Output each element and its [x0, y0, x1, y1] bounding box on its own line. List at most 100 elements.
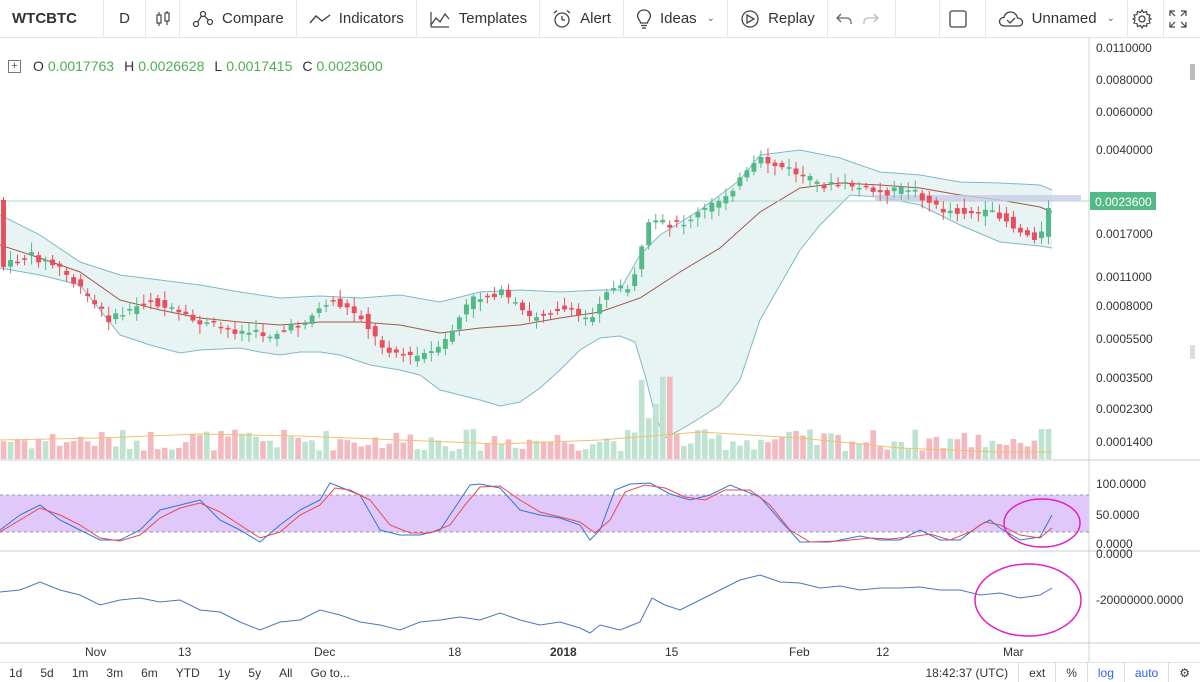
- symbol-search[interactable]: WTCBTC: [0, 0, 104, 38]
- log-toggle[interactable]: log: [1086, 662, 1124, 682]
- chart-style-button[interactable]: [146, 0, 180, 38]
- templates-button[interactable]: Templates: [417, 0, 541, 38]
- volume-bar: [330, 450, 336, 459]
- volume-bar: [526, 439, 533, 459]
- candle-body: [807, 176, 813, 181]
- candle-body: [295, 325, 301, 328]
- auto-toggle[interactable]: auto: [1123, 662, 1168, 682]
- volume-bar: [975, 434, 982, 459]
- volume-bar: [56, 445, 63, 459]
- candle-body: [239, 330, 245, 334]
- volume-bar: [7, 441, 14, 459]
- candle-body: [996, 212, 1002, 219]
- volume-bar: [758, 439, 764, 459]
- volume-bar: [1045, 429, 1052, 459]
- fullscreen-button[interactable]: [1164, 0, 1200, 38]
- candle-body: [954, 208, 960, 214]
- candle-body: [365, 313, 371, 330]
- range-all-button[interactable]: All: [279, 665, 293, 680]
- volume-bar: [877, 446, 883, 459]
- volume-bar: [49, 433, 56, 459]
- volume-bar: [554, 434, 561, 459]
- candle-body: [933, 200, 939, 205]
- indicators-button[interactable]: Indicators: [297, 0, 417, 38]
- candle-body: [113, 313, 119, 320]
- volume-bar: [947, 438, 954, 459]
- candle-body: [695, 211, 701, 218]
- range-1d-button[interactable]: 1d: [9, 665, 23, 680]
- candle-body: [625, 289, 631, 293]
- candle-body: [386, 347, 392, 353]
- volume-bar: [912, 429, 919, 459]
- clock-display[interactable]: 18:42:37 (UTC): [925, 665, 1009, 680]
- ext-toggle[interactable]: ext: [1018, 662, 1055, 682]
- candle-body: [1032, 232, 1037, 241]
- candle-body: [856, 187, 862, 190]
- range-5y-button[interactable]: 5y: [248, 665, 262, 680]
- range-ytd-button[interactable]: YTD: [175, 665, 200, 680]
- interval-button[interactable]: D: [104, 0, 146, 38]
- candle-body: [737, 177, 743, 187]
- lightbulb-icon: [636, 8, 652, 29]
- bollinger-lower: [0, 194, 1053, 439]
- legend-toggle-icon[interactable]: +: [8, 59, 21, 73]
- candle-body: [702, 208, 708, 210]
- candle-body: [765, 156, 771, 164]
- candlestick-series: [1, 148, 1051, 367]
- ideas-button[interactable]: Ideas ⌄: [624, 0, 729, 38]
- candle-body: [22, 258, 28, 260]
- candle-body: [414, 355, 420, 362]
- price-axis[interactable]: 0.0110000 0.0080000 0.0060000 0.0040000 …: [1096, 41, 1153, 449]
- candle-body: [793, 168, 799, 175]
- candle-body: [379, 340, 385, 348]
- candle-body: [898, 186, 904, 194]
- candle-body: [8, 260, 13, 267]
- candle-body: [786, 167, 792, 169]
- current-price-value: 0.0023600: [1095, 195, 1152, 209]
- candle-body: [632, 274, 638, 287]
- replay-button[interactable]: Replay: [728, 0, 828, 38]
- redo-icon[interactable]: [863, 12, 879, 26]
- undo-icon[interactable]: [835, 12, 852, 26]
- range-1y-button[interactable]: 1y: [217, 665, 231, 680]
- volume-bar: [112, 446, 119, 459]
- percent-toggle[interactable]: %: [1055, 662, 1087, 682]
- range-5d-button[interactable]: 5d: [40, 665, 54, 680]
- candle-body: [779, 162, 785, 168]
- volume-bar: [631, 432, 638, 459]
- volume-bar: [267, 440, 273, 459]
- candle-body: [246, 332, 252, 335]
- goto-button[interactable]: Go to...: [310, 665, 350, 680]
- volume-bar: [603, 438, 610, 459]
- volume-bar: [477, 450, 484, 459]
- settings-gear-icon[interactable]: ⚙: [1168, 662, 1200, 682]
- candle-body: [393, 349, 399, 353]
- volume-bar: [421, 449, 428, 459]
- settings-button[interactable]: [1128, 0, 1164, 38]
- open-value: 0.0017763: [47, 58, 115, 74]
- alert-button[interactable]: Alert: [540, 0, 624, 38]
- candle-body: [484, 295, 490, 298]
- volume-bar: [772, 439, 778, 459]
- annotation-circle: [1003, 498, 1081, 548]
- gear-icon: [1131, 8, 1152, 29]
- replay-label: Replay: [768, 10, 815, 27]
- toggle-square-button[interactable]: [940, 0, 986, 38]
- candle-body: [421, 352, 427, 360]
- volume-bar: [260, 441, 266, 459]
- chart-canvas[interactable]: 0.0110000 0.0080000 0.0060000 0.0040000 …: [0, 38, 1200, 662]
- compare-button[interactable]: Compare: [180, 0, 297, 38]
- volume-bar: [821, 433, 827, 459]
- range-6m-button[interactable]: 6m: [141, 665, 158, 680]
- scroll-handle[interactable]: [1190, 64, 1195, 80]
- candle-body: [513, 302, 518, 304]
- volume-bar: [77, 436, 84, 459]
- range-3m-button[interactable]: 3m: [106, 665, 124, 680]
- scroll-handle[interactable]: [1190, 345, 1195, 359]
- candle-body: [260, 332, 266, 337]
- layout-save-button[interactable]: Unnamed ⌄: [986, 0, 1128, 38]
- candle-body: [562, 305, 568, 310]
- range-1m-button[interactable]: 1m: [71, 665, 89, 680]
- candle-body: [449, 330, 455, 342]
- candle-body: [477, 299, 483, 302]
